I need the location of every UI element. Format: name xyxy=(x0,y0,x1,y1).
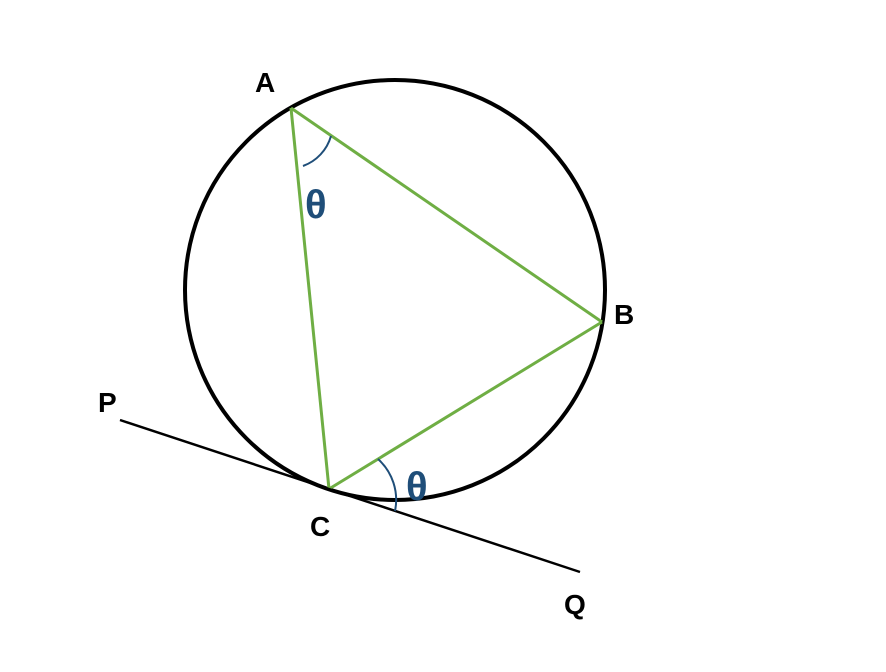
point-label-q: Q xyxy=(564,589,586,620)
tangent-line-pq xyxy=(120,420,580,572)
triangle-side-ca xyxy=(291,108,329,489)
angle-arc-c xyxy=(378,459,396,511)
point-label-c: C xyxy=(310,511,330,542)
theta-label-c: θ xyxy=(406,465,428,509)
point-label-b: B xyxy=(614,299,634,330)
circumscribed-circle xyxy=(185,80,605,500)
angle-arc-a xyxy=(303,136,331,166)
triangle-side-ab xyxy=(291,108,602,322)
point-label-a: A xyxy=(255,67,275,98)
point-label-p: P xyxy=(98,387,117,418)
theta-label-a: θ xyxy=(305,183,327,227)
geometry-diagram: A B C P Q θ θ xyxy=(0,0,886,672)
triangle-side-bc xyxy=(329,322,602,489)
